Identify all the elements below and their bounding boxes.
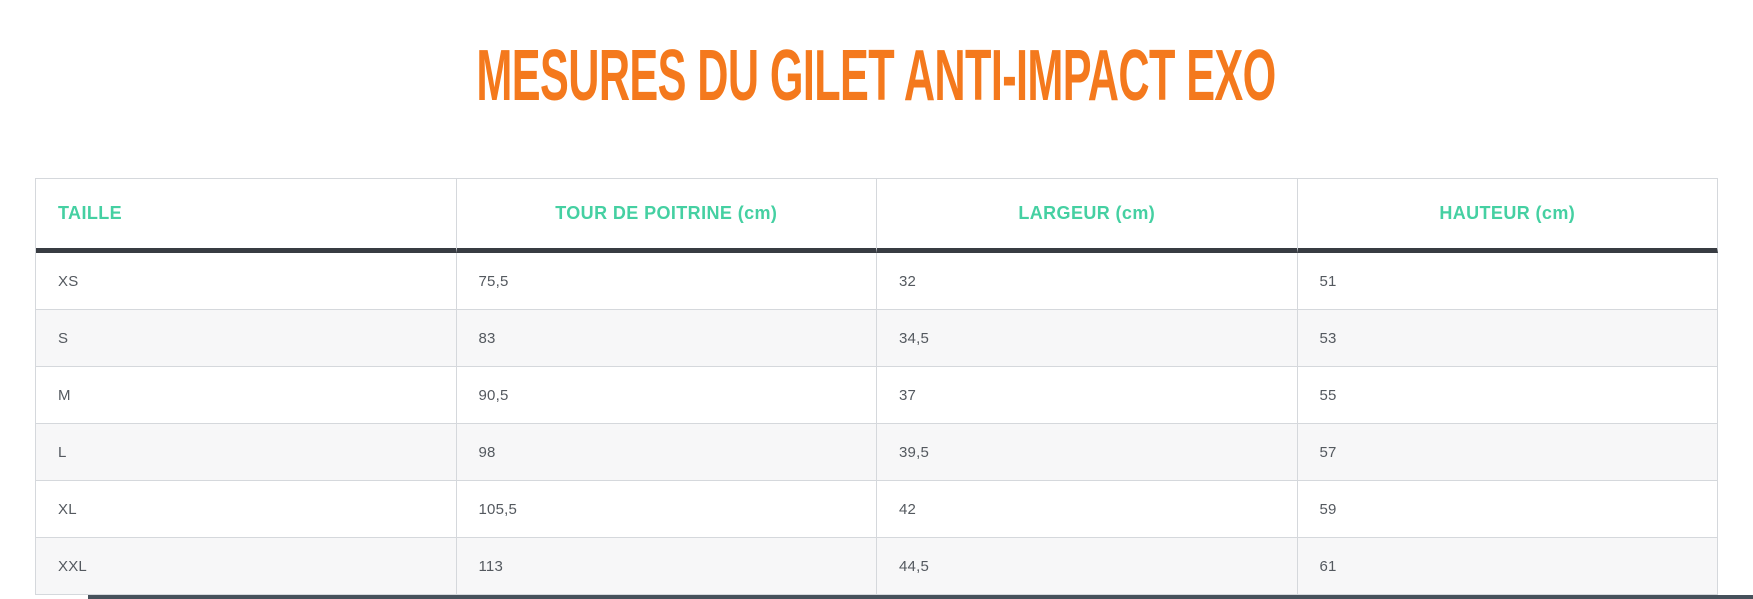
- size-cell: L: [36, 424, 457, 481]
- table-header: TAILLE TOUR DE POITRINE (cm) LARGEUR (cm…: [36, 179, 1718, 253]
- chest-cell: 83: [456, 310, 877, 367]
- column-header-taille: TAILLE: [36, 179, 457, 253]
- size-cell: XS: [36, 253, 457, 310]
- table-row-s: S 83 34,5 53: [36, 310, 1718, 367]
- next-section-top-edge: [88, 595, 1753, 599]
- chest-cell: 105,5: [456, 481, 877, 538]
- column-header-tour-de-poitrine: TOUR DE POITRINE (cm): [456, 179, 877, 253]
- height-cell: 59: [1297, 481, 1718, 538]
- width-cell: 34,5: [877, 310, 1298, 367]
- table-body: XS 75,5 32 51 S 83 34,5 53 M 90,5 37 55 …: [36, 253, 1718, 595]
- size-cell: XXL: [36, 538, 457, 595]
- size-chart-container: TAILLE TOUR DE POITRINE (cm) LARGEUR (cm…: [35, 178, 1718, 595]
- width-cell: 37: [877, 367, 1298, 424]
- title-section: MESURES DU GILET ANTI-IMPACT EXO: [0, 0, 1753, 112]
- height-cell: 57: [1297, 424, 1718, 481]
- column-header-largeur: LARGEUR (cm): [877, 179, 1298, 253]
- column-header-hauteur: HAUTEUR (cm): [1297, 179, 1718, 253]
- height-cell: 53: [1297, 310, 1718, 367]
- size-cell: XL: [36, 481, 457, 538]
- width-cell: 44,5: [877, 538, 1298, 595]
- height-cell: 51: [1297, 253, 1718, 310]
- height-cell: 55: [1297, 367, 1718, 424]
- width-cell: 39,5: [877, 424, 1298, 481]
- header-row: TAILLE TOUR DE POITRINE (cm) LARGEUR (cm…: [36, 179, 1718, 253]
- table-row-xs: XS 75,5 32 51: [36, 253, 1718, 310]
- size-chart-table: TAILLE TOUR DE POITRINE (cm) LARGEUR (cm…: [35, 178, 1718, 595]
- table-row-xxl: XXL 113 44,5 61: [36, 538, 1718, 595]
- table-row-m: M 90,5 37 55: [36, 367, 1718, 424]
- chest-cell: 113: [456, 538, 877, 595]
- size-cell: S: [36, 310, 457, 367]
- table-row-xl: XL 105,5 42 59: [36, 481, 1718, 538]
- page-title: MESURES DU GILET ANTI-IMPACT EXO: [476, 36, 1277, 116]
- chest-cell: 98: [456, 424, 877, 481]
- width-cell: 42: [877, 481, 1298, 538]
- table-row-l: L 98 39,5 57: [36, 424, 1718, 481]
- chest-cell: 75,5: [456, 253, 877, 310]
- height-cell: 61: [1297, 538, 1718, 595]
- size-cell: M: [36, 367, 457, 424]
- chest-cell: 90,5: [456, 367, 877, 424]
- width-cell: 32: [877, 253, 1298, 310]
